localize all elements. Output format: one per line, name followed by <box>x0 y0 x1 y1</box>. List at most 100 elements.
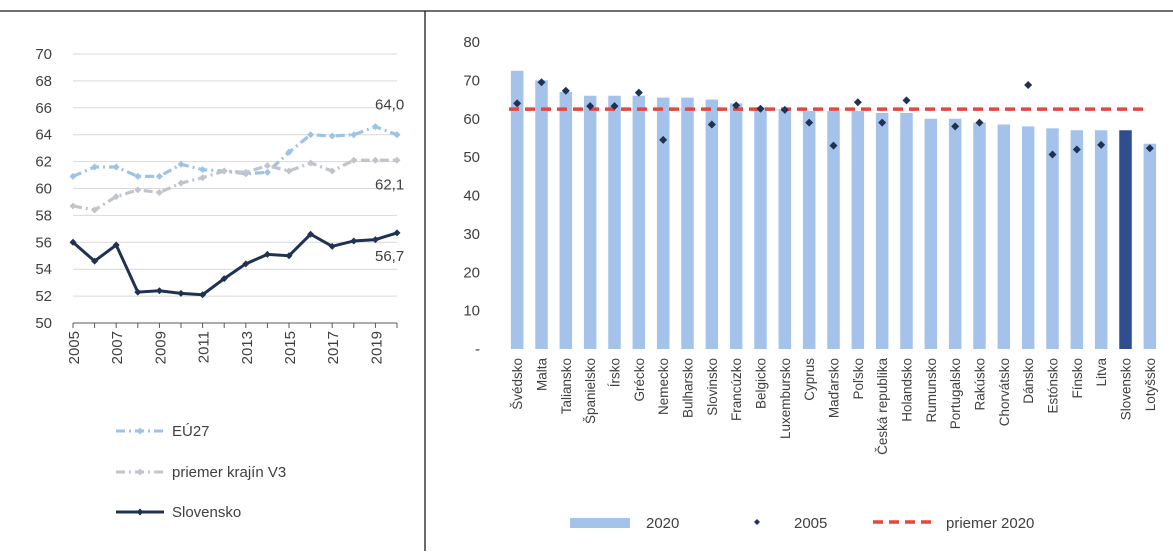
x-tick-label: 2011 <box>196 331 213 363</box>
bar <box>705 99 719 349</box>
bar <box>802 111 816 349</box>
point-2005 <box>902 96 911 105</box>
y-tick-label: 30 <box>463 226 480 243</box>
y-tick-label: 58 <box>35 207 52 224</box>
bar <box>632 95 646 349</box>
y-tick-label: 60 <box>463 111 480 128</box>
y-tick-label: 54 <box>35 261 52 278</box>
point-2005 <box>878 118 887 127</box>
y-tick-label: 68 <box>35 73 52 90</box>
category-label: Holandsko <box>900 358 915 422</box>
bar <box>900 112 913 350</box>
series-point <box>199 291 207 299</box>
bar <box>729 103 743 350</box>
bar <box>535 80 548 349</box>
x-tick-label: 2017 <box>325 331 342 364</box>
category-label: Česká republika <box>875 358 890 455</box>
bar <box>656 97 670 349</box>
point-2005 <box>513 99 522 108</box>
series-point <box>350 131 358 139</box>
category-label: Cyprus <box>802 358 817 401</box>
series-point <box>371 156 379 164</box>
series-point <box>263 162 271 170</box>
series-point <box>199 174 207 182</box>
x-tick-label: 2007 <box>109 331 126 364</box>
series-point <box>134 288 142 296</box>
series-point <box>307 230 315 238</box>
series-end-label: 62,1 <box>375 176 404 193</box>
bar <box>559 91 573 349</box>
category-label: Rakúsko <box>973 358 988 411</box>
legend-label: 2005 <box>794 515 827 532</box>
series-point <box>134 172 142 180</box>
series-point <box>155 189 163 197</box>
series-point <box>220 275 228 283</box>
point-2005 <box>1048 150 1057 159</box>
series-point <box>285 252 293 260</box>
legend-label: Slovensko <box>172 504 241 521</box>
category-label: Malta <box>535 358 550 392</box>
category-label: Fínsko <box>1070 358 1085 399</box>
category-label: Dánsko <box>1021 358 1036 404</box>
series-point <box>328 167 336 175</box>
y-tick-label: - <box>475 341 480 358</box>
point-2005 <box>951 122 960 131</box>
bar <box>583 95 597 349</box>
category-label: Španielsko <box>583 358 598 424</box>
series-point <box>112 241 120 249</box>
series-point <box>393 229 401 237</box>
series-point <box>69 238 77 246</box>
legend-label: 2020 <box>646 515 679 532</box>
point-2005 <box>780 105 789 114</box>
x-tick-label: 2015 <box>282 331 299 364</box>
series-line <box>72 231 398 297</box>
category-label: Slovensko <box>1119 358 1134 420</box>
y-tick-label: 66 <box>35 100 52 117</box>
point-2005 <box>829 141 838 150</box>
point-2005 <box>756 104 765 113</box>
series-point <box>69 202 77 210</box>
bar <box>608 95 621 349</box>
bar <box>948 118 962 349</box>
legend-marker <box>136 468 144 476</box>
series-point <box>199 166 207 174</box>
point-2005 <box>634 88 643 97</box>
bar <box>924 118 938 349</box>
series-point <box>91 206 99 214</box>
y-tick-label: 80 <box>463 34 480 51</box>
series-point <box>285 148 293 156</box>
category-label: Švédsko <box>510 358 525 410</box>
point-2005 <box>805 118 814 127</box>
series-point <box>69 172 77 180</box>
category-label: Chorvátsko <box>997 358 1012 426</box>
series-end-label: 56,7 <box>375 248 404 265</box>
point-2005 <box>732 101 741 110</box>
point-2005 <box>537 78 546 87</box>
point-2005 <box>1024 80 1033 89</box>
legend-marker <box>136 427 144 435</box>
bar <box>1119 130 1132 349</box>
y-tick-label: 62 <box>35 154 52 171</box>
category-label: Maďarsko <box>827 358 842 418</box>
line-chart-panel: 50 52 54 56 58 60 62 64 66 68 70 2005 2007 2009 2011 20… <box>35 46 404 521</box>
bar <box>1021 126 1035 349</box>
series-point <box>177 289 185 297</box>
bar <box>681 97 694 349</box>
series-point <box>307 159 315 167</box>
point-2005 <box>707 120 716 129</box>
y-tick-label: 10 <box>463 303 480 320</box>
series-point <box>242 260 250 268</box>
series-point <box>220 167 228 175</box>
series-point <box>112 163 120 171</box>
point-2005 <box>975 118 984 127</box>
category-label: Írsko <box>608 358 623 387</box>
bar <box>754 107 767 349</box>
legend-marker <box>136 508 144 516</box>
series-point <box>155 287 163 295</box>
category-label: Belgicko <box>754 358 769 409</box>
category-label: Rumunsko <box>924 358 939 423</box>
y-tick-label: 40 <box>463 188 480 205</box>
series-point <box>393 131 401 139</box>
category-label: Taliansko <box>559 358 574 414</box>
